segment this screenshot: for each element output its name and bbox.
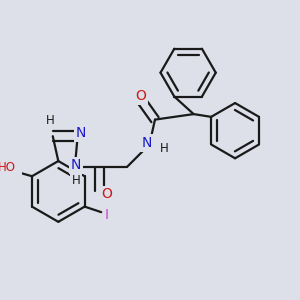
Text: H: H [46,115,54,128]
Text: H: H [72,174,81,187]
Text: HO: HO [0,161,16,175]
Text: I: I [105,208,109,222]
Text: N: N [142,136,152,150]
Text: N: N [75,126,85,140]
Text: N: N [71,158,82,172]
Text: O: O [101,187,112,201]
Text: O: O [136,89,147,103]
Text: H: H [160,142,169,155]
